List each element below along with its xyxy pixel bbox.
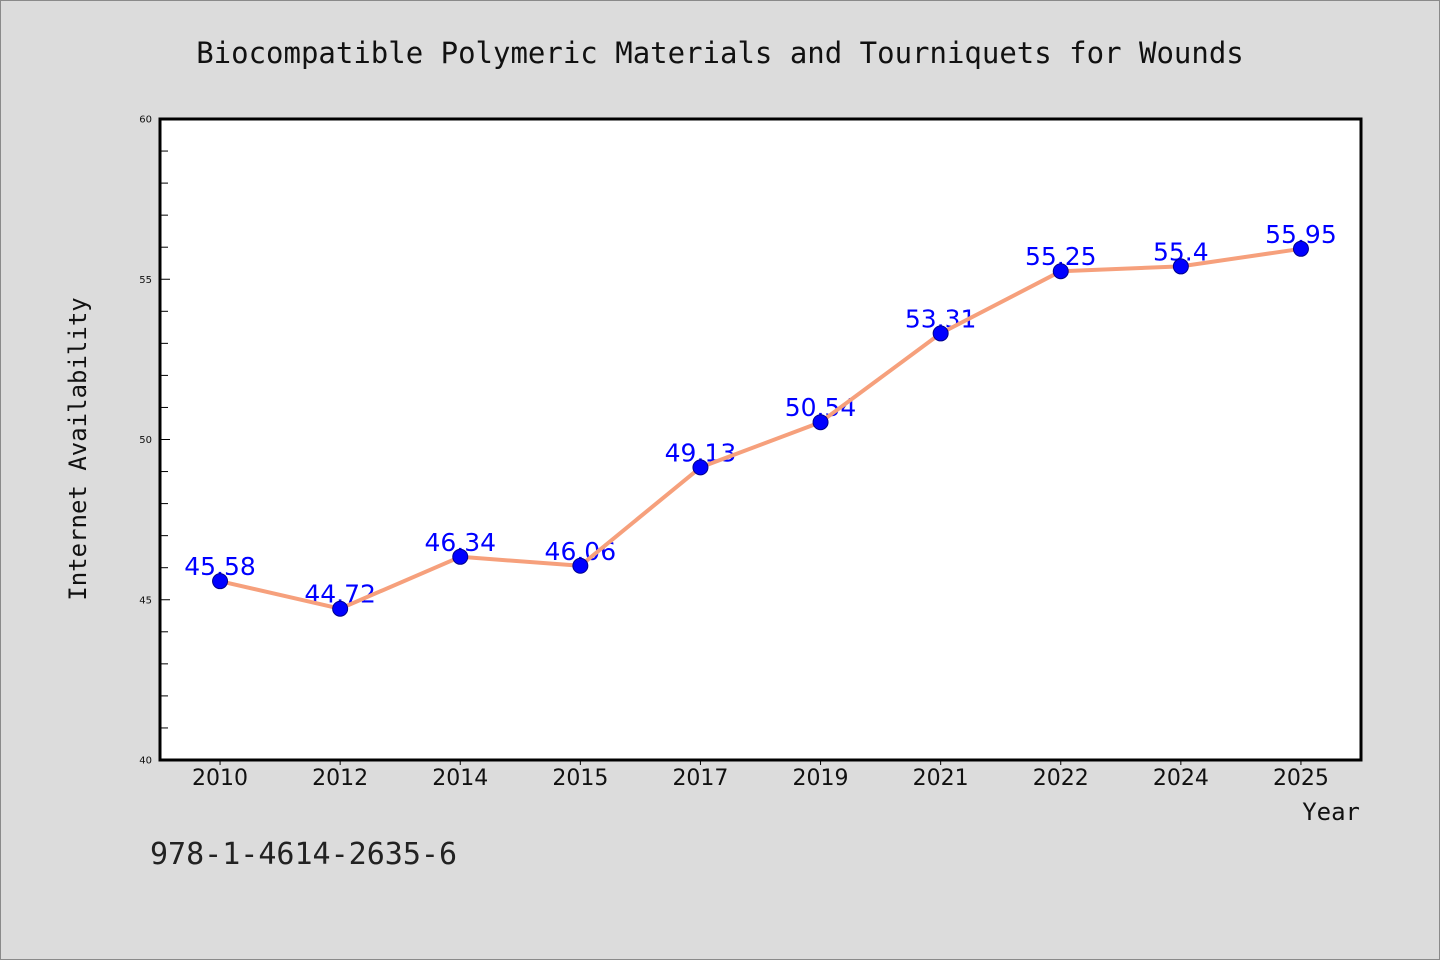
x-tick-label: 2025	[1273, 766, 1329, 791]
data-point	[332, 600, 349, 617]
plot-frame	[158, 117, 1363, 762]
data-point	[1052, 263, 1069, 280]
data-point	[1172, 258, 1189, 275]
series-line	[218, 246, 1303, 611]
y-tick-label: 40	[139, 756, 152, 767]
series-line-group	[218, 246, 1303, 611]
x-axis-label: Year	[1302, 798, 1360, 826]
x-tick-label: 2010	[192, 766, 248, 791]
data-point	[452, 548, 469, 565]
x-tick-label: 2015	[552, 766, 608, 791]
y-tick-label: 50	[139, 435, 152, 446]
y-tick-label: 55	[139, 275, 152, 286]
x-tick-label: 2022	[1033, 766, 1089, 791]
y-axis-label: Internet Availability	[64, 297, 92, 600]
x-tick-label: 2019	[793, 766, 849, 791]
plot-area	[160, 119, 1361, 760]
y-tick-label: 60	[139, 115, 152, 126]
data-point	[1292, 240, 1309, 257]
y-tick-label: 45	[139, 595, 152, 606]
x-tick-label: 2012	[312, 766, 368, 791]
data-point	[212, 573, 229, 590]
x-tick-label: 2017	[672, 766, 728, 791]
data-point	[812, 414, 829, 431]
data-point	[572, 557, 589, 574]
data-point	[692, 459, 709, 476]
data-point	[932, 325, 949, 342]
x-axis-ticks: 2010 2012 2014 2015 2017 2019 2021 2022 2024 2025	[192, 760, 1329, 791]
series-markers	[212, 240, 1309, 617]
x-tick-label: 2024	[1153, 766, 1209, 791]
x-tick-label: 2021	[913, 766, 969, 791]
footer-isbn-text: 978-1-4614-2635-6	[150, 837, 457, 872]
x-tick-label: 2014	[432, 766, 488, 791]
chart-title: Biocompatible Polymeric Materials and To…	[196, 36, 1244, 70]
